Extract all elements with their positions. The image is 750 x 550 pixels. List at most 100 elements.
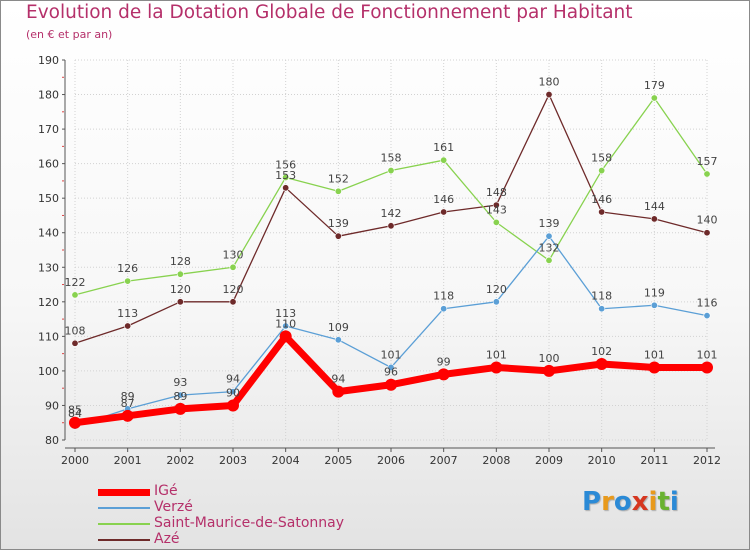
data-label: 93 — [173, 376, 187, 389]
data-label: 118 — [591, 290, 612, 303]
y-tick-label: 160 — [38, 158, 59, 171]
data-point — [598, 167, 606, 175]
data-point — [282, 173, 290, 181]
data-label: 109 — [328, 321, 349, 334]
legend-swatch — [98, 507, 150, 509]
data-label: 94 — [331, 373, 345, 386]
y-tick-label: 90 — [45, 399, 59, 412]
data-label: 161 — [433, 141, 454, 154]
legend-swatch — [98, 539, 150, 541]
data-point — [595, 358, 608, 370]
data-point — [385, 378, 397, 391]
data-label: 89 — [173, 390, 187, 403]
data-point — [648, 361, 661, 374]
data-label: 128 — [170, 255, 191, 268]
data-point — [650, 215, 658, 223]
x-tick-label: 2011 — [640, 454, 668, 467]
data-label: 140 — [697, 214, 718, 227]
data-point — [387, 222, 395, 230]
data-point — [492, 298, 500, 306]
data-label: 122 — [65, 276, 86, 289]
data-point — [387, 363, 395, 371]
data-label: 146 — [591, 193, 612, 206]
data-point — [334, 187, 342, 195]
data-point — [334, 232, 342, 240]
data-label: 96 — [384, 366, 398, 379]
data-point — [701, 361, 713, 374]
data-label: 108 — [65, 324, 86, 337]
data-label: 113 — [117, 307, 138, 320]
data-label: 87 — [121, 397, 135, 410]
data-point — [545, 232, 553, 240]
legend-swatch — [98, 489, 150, 496]
data-point — [598, 208, 606, 216]
data-point — [227, 399, 239, 412]
data-point — [229, 298, 237, 306]
data-label: 85 — [68, 404, 82, 417]
data-label: 148 — [486, 186, 507, 199]
data-label: 120 — [170, 283, 191, 296]
x-tick-label: 2006 — [377, 454, 405, 467]
legend-label: Verzé — [154, 499, 193, 515]
data-point — [334, 336, 342, 344]
data-label: 99 — [437, 355, 451, 368]
y-tick-label: 140 — [38, 227, 59, 240]
data-point — [282, 322, 290, 330]
data-point — [440, 208, 448, 216]
y-tick-label: 170 — [38, 123, 59, 136]
y-tick-label: 130 — [38, 261, 59, 274]
x-tick-label: 2010 — [588, 454, 616, 467]
data-label: 139 — [539, 217, 560, 230]
data-label: 139 — [328, 217, 349, 230]
data-label: 94 — [226, 373, 240, 386]
legend-label: Saint-Maurice-de-Satonnay — [154, 515, 344, 531]
data-point — [69, 416, 81, 429]
data-label: 110 — [275, 317, 296, 330]
data-point — [71, 291, 79, 299]
data-label: 113 — [275, 307, 296, 320]
logo-letter: P — [582, 487, 602, 517]
logo-letter: o — [613, 487, 632, 517]
data-point — [229, 263, 237, 271]
data-label: 180 — [539, 76, 560, 89]
y-tick-label: 120 — [38, 296, 59, 309]
data-label: 158 — [591, 152, 612, 165]
x-tick-label: 2008 — [482, 454, 510, 467]
data-label: 118 — [433, 290, 454, 303]
logo-letter: t — [657, 487, 670, 517]
y-tick-label: 110 — [38, 330, 59, 343]
x-tick-label: 2000 — [61, 454, 89, 467]
data-label: 179 — [644, 79, 665, 92]
data-point — [176, 270, 184, 278]
data-label: 156 — [275, 158, 296, 171]
data-point — [387, 167, 395, 175]
data-point — [437, 368, 450, 381]
data-point — [703, 312, 711, 320]
data-point — [124, 322, 132, 330]
legend-label: Azé — [154, 531, 180, 547]
data-label: 132 — [539, 241, 560, 254]
data-label: 101 — [697, 348, 718, 361]
data-point — [279, 330, 292, 343]
y-tick-label: 100 — [38, 365, 59, 378]
data-point — [440, 156, 448, 164]
data-point — [71, 339, 79, 347]
y-tick-label: 150 — [38, 192, 59, 205]
data-label: 120 — [486, 283, 507, 296]
data-point — [650, 94, 658, 102]
legend-label: IGé — [154, 483, 178, 499]
data-point — [124, 277, 132, 285]
y-tick-label: 180 — [38, 89, 59, 102]
data-label: 143 — [486, 203, 507, 216]
data-point — [545, 256, 553, 264]
x-tick-label: 2009 — [535, 454, 563, 467]
data-label: 102 — [591, 345, 612, 358]
data-point — [229, 388, 237, 396]
x-tick-label: 2003 — [219, 454, 247, 467]
data-label: 146 — [433, 193, 454, 206]
data-point — [703, 170, 711, 178]
data-point — [121, 409, 134, 422]
data-label: 84 — [68, 407, 82, 420]
logo-letter: i — [669, 487, 679, 517]
